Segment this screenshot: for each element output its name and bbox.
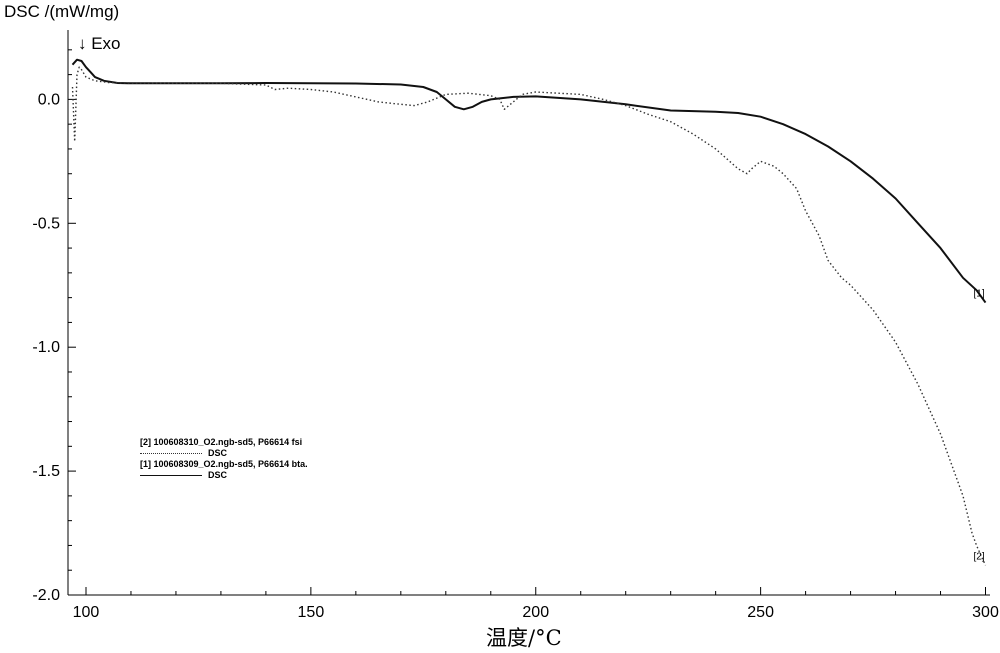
series-line-1 xyxy=(73,60,986,303)
y-tick-label: -1.0 xyxy=(32,339,60,356)
legend-sample-row-2: DSC xyxy=(140,448,308,459)
legend-sample-row-1: DSC xyxy=(140,470,308,481)
x-tick-label: 200 xyxy=(522,604,549,621)
x-tick-label: 150 xyxy=(298,604,325,621)
legend-sub-2: DSC xyxy=(208,448,227,458)
x-tick-label: 300 xyxy=(972,604,999,621)
x-tick-label: 250 xyxy=(747,604,774,621)
legend-entry-2: [2] 100608310_O2.ngb-sd5, P66614 fsi xyxy=(140,437,308,448)
legend-title-2: [2] 100608310_O2.ngb-sd5, P66614 fsi xyxy=(140,437,302,447)
legend: [2] 100608310_O2.ngb-sd5, P66614 fsi DSC… xyxy=(140,437,308,481)
x-tick-label: 100 xyxy=(73,604,100,621)
legend-sub-1: DSC xyxy=(208,470,227,480)
y-tick-label: -1.5 xyxy=(32,463,60,480)
y-tick-label: -2.0 xyxy=(32,587,60,604)
legend-solid-sample xyxy=(140,475,202,476)
legend-dotted-sample xyxy=(140,453,202,454)
legend-title-1: [1] 100608309_O2.ngb-sd5, P66614 bta. xyxy=(140,459,308,469)
y-tick-label: -0.5 xyxy=(32,215,60,232)
series-line-2 xyxy=(73,67,986,565)
legend-entry-1: [1] 100608309_O2.ngb-sd5, P66614 bta. xyxy=(140,459,308,470)
y-tick-label: 0.0 xyxy=(38,91,60,108)
curve-tag-2: [2] xyxy=(974,551,985,562)
curve-tag-1: [1] xyxy=(974,289,985,300)
